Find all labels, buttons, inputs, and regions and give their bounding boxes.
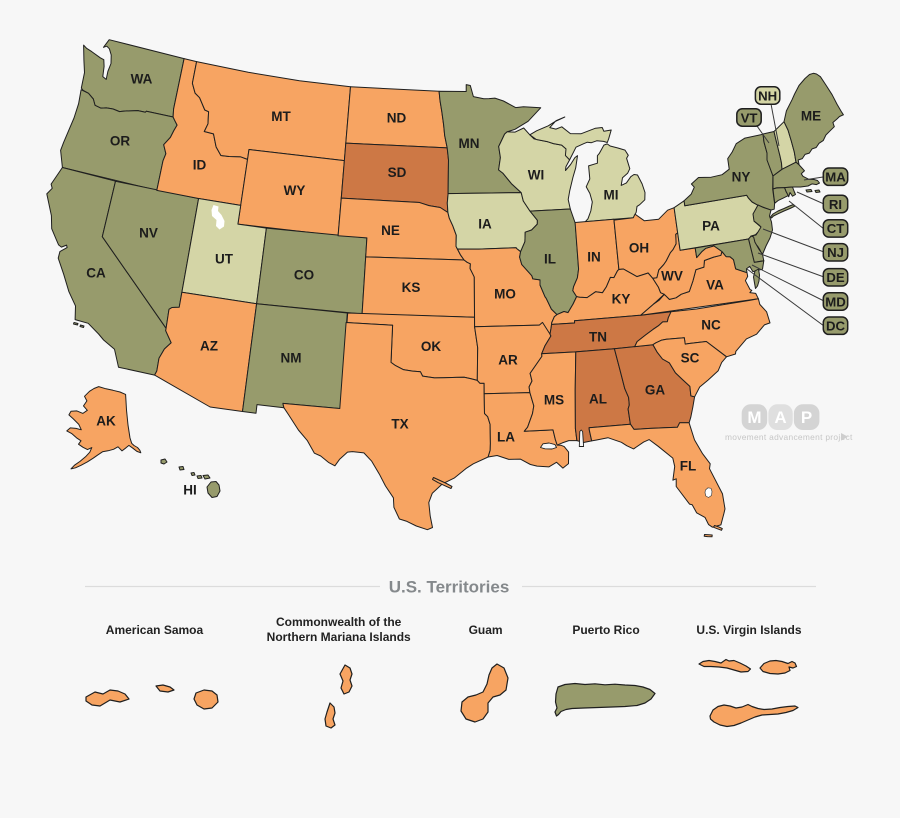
svg-text:WA: WA [131, 72, 153, 87]
svg-text:WV: WV [661, 269, 683, 284]
svg-text:M: M [747, 408, 761, 427]
svg-text:KS: KS [402, 280, 421, 295]
svg-text:VT: VT [741, 110, 758, 125]
svg-text:TN: TN [589, 330, 607, 345]
svg-text:TX: TX [391, 417, 408, 432]
svg-text:CA: CA [86, 266, 106, 281]
svg-text:movement advancement project: movement advancement project [725, 432, 853, 442]
svg-text:PA: PA [702, 219, 720, 234]
svg-text:MT: MT [271, 109, 291, 124]
svg-text:A: A [774, 408, 786, 427]
svg-text:MN: MN [459, 136, 480, 151]
svg-text:SC: SC [681, 351, 700, 366]
svg-text:KY: KY [612, 292, 631, 307]
svg-text:American Samoa: American Samoa [106, 623, 204, 637]
svg-text:RI: RI [829, 197, 842, 212]
svg-text:NE: NE [381, 223, 400, 238]
svg-text:AL: AL [589, 392, 607, 407]
svg-text:AK: AK [96, 414, 116, 429]
svg-text:FL: FL [680, 459, 697, 474]
svg-text:NC: NC [701, 318, 721, 333]
svg-text:U.S. Virgin Islands: U.S. Virgin Islands [696, 623, 801, 637]
svg-text:CT: CT [827, 221, 845, 236]
svg-text:MS: MS [544, 393, 564, 408]
svg-text:Puerto Rico: Puerto Rico [572, 623, 639, 637]
svg-text:ID: ID [193, 158, 207, 173]
svg-text:OK: OK [421, 339, 442, 354]
svg-text:OR: OR [110, 134, 131, 149]
svg-text:IN: IN [587, 250, 601, 265]
svg-text:U.S. Territories: U.S. Territories [389, 578, 510, 597]
svg-text:ME: ME [801, 109, 821, 124]
svg-text:IL: IL [544, 252, 556, 267]
svg-text:CO: CO [294, 268, 314, 283]
svg-text:IA: IA [478, 217, 492, 232]
svg-text:AZ: AZ [200, 339, 218, 354]
svg-text:WI: WI [528, 168, 545, 183]
svg-text:WY: WY [284, 183, 306, 198]
svg-text:NM: NM [281, 351, 302, 366]
svg-text:NY: NY [732, 170, 751, 185]
svg-text:HI: HI [183, 483, 197, 498]
svg-text:MO: MO [494, 287, 516, 302]
svg-text:Guam: Guam [469, 623, 503, 637]
svg-text:NJ: NJ [827, 245, 844, 260]
svg-text:Commonwealth of the: Commonwealth of the [276, 615, 402, 629]
svg-text:NV: NV [139, 226, 158, 241]
svg-text:OH: OH [629, 241, 649, 256]
svg-text:GA: GA [645, 383, 666, 398]
svg-text:MI: MI [604, 188, 619, 203]
svg-text:DC: DC [826, 319, 846, 334]
svg-text:ND: ND [387, 111, 407, 126]
svg-text:VA: VA [706, 278, 724, 293]
svg-text:Northern Mariana Islands: Northern Mariana Islands [267, 630, 411, 644]
svg-text:AR: AR [498, 353, 518, 368]
svg-text:NH: NH [758, 88, 777, 103]
svg-text:DE: DE [826, 270, 845, 285]
svg-text:MD: MD [825, 294, 846, 309]
svg-text:MA: MA [825, 170, 846, 185]
svg-text:SD: SD [388, 165, 407, 180]
svg-text:UT: UT [215, 252, 234, 267]
svg-text:P: P [801, 408, 812, 427]
svg-text:LA: LA [497, 430, 515, 445]
